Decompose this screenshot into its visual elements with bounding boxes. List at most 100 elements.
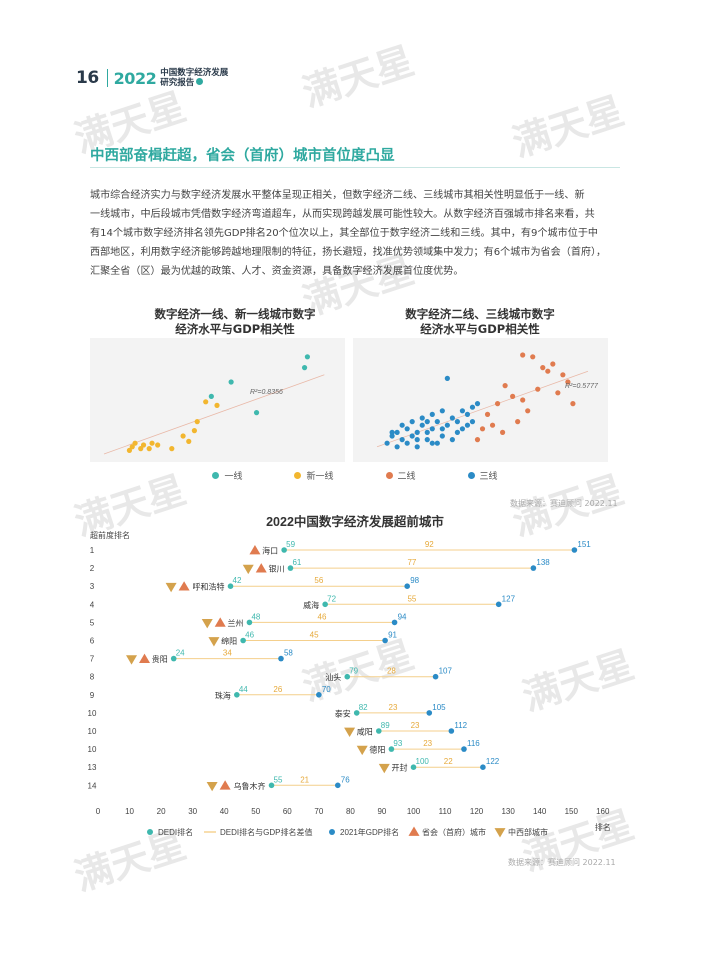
x-tick-label: 20 <box>157 807 166 816</box>
x-axis-label: 排名 <box>595 822 611 832</box>
scatter-point <box>186 438 192 444</box>
gdp-point <box>391 619 398 626</box>
scatter-point <box>444 375 450 381</box>
report-title: 中国数字经济发展 研究报告 <box>160 68 228 88</box>
page-header: 16 2022 中国数字经济发展 研究报告 <box>76 66 228 90</box>
scatter-point <box>389 433 395 439</box>
scatter-point <box>474 437 481 443</box>
city-label: 咸阳 <box>357 727 373 737</box>
paragraph-line: 有14个城市数字经济排名领先GDP排名20个位次以上，其全部位于数字经济二线和三… <box>90 228 599 239</box>
city-label: 珠海 <box>215 690 231 700</box>
rank-label: 4 <box>90 600 95 609</box>
x-tick-label: 10 <box>125 807 134 816</box>
scatter-point <box>399 437 405 443</box>
diff-value-label: 34 <box>223 649 232 658</box>
city-label: 汕头 <box>325 672 341 682</box>
diff-value-label: 21 <box>300 775 309 784</box>
scatter-point <box>399 422 405 428</box>
dedi-point <box>375 728 382 734</box>
dedi-value-label: 46 <box>245 631 254 640</box>
dedi-point <box>170 655 177 662</box>
scatter-point <box>389 429 395 435</box>
dedi-value-label: 89 <box>381 721 390 730</box>
gdp-point <box>382 637 388 644</box>
watermark: 满天星 <box>297 38 420 116</box>
scatter-point <box>138 446 144 452</box>
gdp-point <box>432 673 439 680</box>
y-axis-label: 超前度排名 <box>90 530 130 540</box>
dedi-point <box>388 746 395 752</box>
x-tick-label: 110 <box>439 807 452 816</box>
dedi-value-label: 82 <box>359 703 368 712</box>
scatter-right-title: 数字经济二线、三线城市数字 经济水平与GDP相关性 <box>405 307 555 336</box>
city-label: 贵阳 <box>152 654 168 664</box>
scatter-point <box>469 419 476 425</box>
scatter-point <box>464 422 471 428</box>
scatter-point <box>520 352 526 358</box>
scatter-point <box>384 440 390 446</box>
dedi-point <box>353 710 360 716</box>
dedi-point <box>322 601 328 608</box>
scatter-point <box>434 419 440 425</box>
legend-label: DEDI排名与GDP排名差值 <box>220 827 312 837</box>
dedi-value-label: 44 <box>239 685 248 694</box>
scatter-point <box>180 433 186 439</box>
city-label: 呼和浩特 <box>193 582 225 592</box>
midwest-marker-icon <box>201 619 213 629</box>
scatter-point <box>510 393 516 399</box>
scatter-point <box>424 429 430 435</box>
legend-label: 省会（首府）城市 <box>422 827 486 837</box>
report-year: 2022 <box>113 68 157 88</box>
scatter-point <box>449 415 455 421</box>
scatter-point <box>494 401 501 407</box>
gdp-point <box>404 583 410 589</box>
scatter-point <box>502 383 508 389</box>
diff-value-label: 55 <box>407 594 416 603</box>
dedi-point <box>344 673 351 680</box>
x-tick-label: 60 <box>283 807 292 816</box>
scatter-point <box>228 379 234 385</box>
scatter-point <box>545 368 551 374</box>
gdp-value-label: 107 <box>439 667 453 676</box>
dedi-point <box>281 547 287 553</box>
scatter-point <box>208 393 214 399</box>
dedi-value-label: 59 <box>286 540 295 549</box>
city-label: 威海 <box>303 600 319 610</box>
scatter-point <box>560 372 566 378</box>
city-label: 乌鲁木齐 <box>234 781 266 791</box>
report-dot-icon <box>196 78 204 85</box>
rank-label: 5 <box>90 618 95 627</box>
r-squared-label: R²=0.8356 <box>250 389 283 396</box>
x-tick-label: 160 <box>596 807 610 816</box>
scatter-right-chart: R²=0.5777 <box>376 352 599 450</box>
province-marker-icon <box>139 653 151 663</box>
scatter-point <box>459 426 466 432</box>
gdp-value-label: 58 <box>284 649 293 658</box>
scatter-point <box>409 419 415 425</box>
scatter-point <box>444 422 450 428</box>
source-note: 数据来源：赛迪顾问 2022.11 <box>508 858 616 867</box>
scatter-point <box>419 415 425 421</box>
rank-label: 10 <box>88 727 97 736</box>
scatter-point <box>429 440 435 446</box>
legend-dot-icon <box>212 472 220 479</box>
diff-value-label: 46 <box>318 612 327 621</box>
legend-item-tier1: 一线 <box>212 469 242 482</box>
gdp-point <box>426 710 433 716</box>
scatter-point <box>479 426 486 432</box>
gdp-point <box>278 655 284 662</box>
dedi-value-label: 24 <box>176 649 185 658</box>
midwest-marker-icon <box>242 564 254 575</box>
midwest-marker-icon <box>344 727 356 737</box>
scatter-point <box>469 404 476 410</box>
legend-dot-icon <box>147 829 153 835</box>
page-number: 16 <box>76 68 99 88</box>
scatter-point <box>489 422 496 428</box>
scatter-point <box>570 401 576 407</box>
gdp-value-label: 76 <box>341 775 350 784</box>
rank-label: 2 <box>90 564 95 573</box>
legend-dot-icon <box>294 472 302 479</box>
scatter-point <box>191 428 197 434</box>
rank-label: 13 <box>88 763 97 772</box>
